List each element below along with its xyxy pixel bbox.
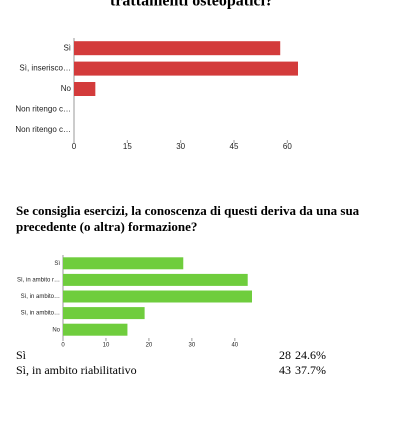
chart-title: Se consiglia esercizi, la conoscenza di … xyxy=(16,203,360,234)
y-tick-label: Sì, in ambito… xyxy=(21,294,60,300)
row-count: 43 xyxy=(279,363,291,377)
row-label: Sì xyxy=(16,348,27,362)
bar xyxy=(63,307,145,320)
x-tick-label: 0 xyxy=(72,142,77,151)
x-tick-label: 0 xyxy=(61,343,65,349)
y-tick-label: Sì, inserisco… xyxy=(19,64,71,73)
x-tick-label: 30 xyxy=(189,343,196,349)
y-tick-label: Non ritengo c… xyxy=(15,125,71,134)
x-tick-label: 10 xyxy=(103,343,110,349)
y-tick-label: Sì, in ambito… xyxy=(21,311,60,317)
bar xyxy=(63,273,248,286)
bar xyxy=(74,61,298,76)
bar xyxy=(74,82,96,96)
x-tick-label: 15 xyxy=(123,142,132,151)
bar xyxy=(63,290,252,303)
row-label: Sì, in ambito riabilitativo xyxy=(16,363,137,377)
chart-title: trattamenti osteopatici? xyxy=(110,0,273,10)
bar xyxy=(74,41,281,56)
bar xyxy=(63,323,128,336)
x-tick-label: 30 xyxy=(176,142,185,151)
x-tick-label: 60 xyxy=(283,142,292,151)
row-percent: 37.7% xyxy=(295,363,326,377)
y-tick-label: Sì xyxy=(63,43,71,52)
x-tick-label: 45 xyxy=(230,142,239,151)
x-tick-label: 40 xyxy=(231,343,238,349)
x-tick-label: 20 xyxy=(146,343,153,349)
y-tick-label: No xyxy=(61,84,72,93)
bar xyxy=(63,257,184,270)
row-count: 28 xyxy=(279,348,291,362)
y-tick-label: Sì xyxy=(54,261,60,267)
y-tick-label: Non ritengo c… xyxy=(15,105,71,114)
row-percent: 24.6% xyxy=(295,348,326,362)
y-tick-label: No xyxy=(52,327,60,333)
y-tick-label: Sì, in ambito r… xyxy=(17,277,60,283)
